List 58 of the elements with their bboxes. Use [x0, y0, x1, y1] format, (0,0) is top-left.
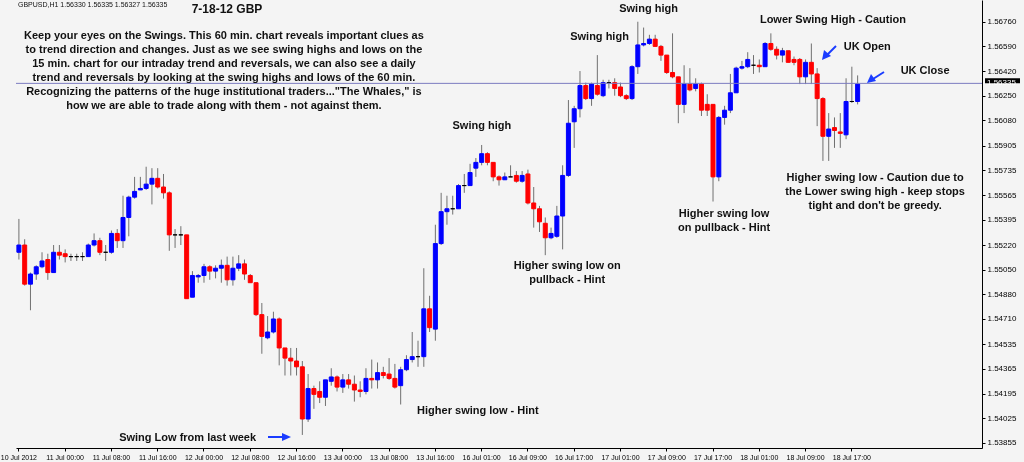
candlestick — [363, 367, 369, 395]
y-tick-label: 1.56590 — [987, 41, 1017, 51]
y-tick-label: 1.54710 — [987, 314, 1017, 324]
y-tick-label: 1.55050 — [987, 265, 1017, 275]
candlestick — [508, 164, 514, 178]
candlestick — [467, 163, 473, 187]
y-tick-label: 1.54025 — [987, 413, 1017, 423]
y-tick-label: 1.55395 — [987, 215, 1017, 225]
candlestick — [855, 74, 861, 105]
candlestick — [224, 256, 230, 287]
y-tick-label: 1.55735 — [987, 165, 1017, 175]
candlestick — [340, 373, 346, 394]
y-tick-label: 1.55220 — [987, 240, 1017, 250]
candlestick — [16, 218, 22, 261]
candlestick — [108, 230, 114, 255]
candlestick — [114, 228, 120, 249]
y-tick-label: 1.54365 — [987, 364, 1017, 374]
y-tick-label: 1.55905 — [987, 141, 1017, 151]
candlestick — [837, 112, 843, 149]
y-tick-label: 1.55565 — [987, 190, 1017, 200]
y-tick-label: 1.56080 — [987, 115, 1017, 125]
annotation: Swing Low from last week — [119, 431, 257, 443]
y-tick-label: 1.56250 — [987, 91, 1017, 101]
candlestick — [456, 183, 462, 210]
y-tick-label: 1.54880 — [987, 289, 1017, 299]
y-tick-label: 1.54535 — [987, 339, 1017, 349]
y-tick-label: 1.56420 — [987, 66, 1017, 76]
candlestick — [803, 58, 809, 85]
annotation: Swing high — [570, 30, 630, 42]
y-tick-label: 1.54195 — [987, 389, 1017, 399]
candlestick — [178, 225, 184, 246]
annotation: UK Close — [900, 64, 950, 76]
y-tick-label: 1.56760 — [987, 17, 1017, 27]
annotation: Higher swing low - Caution due to the Lower swing high - keep stops tight and don't be greedy. — [785, 171, 965, 211]
annotation: UK Open — [843, 40, 892, 52]
annotation: Swing high — [619, 2, 679, 14]
candlestick — [542, 216, 548, 256]
annotation: Swing high — [452, 119, 512, 131]
annotation: Keep your eyes on the Swings. This 60 min. chart reveals important clues as to trend direction and changes. Just as we see swing highs and lows on the 15 min. chart for our intraday trend and reversals, we can also see a daily trend and reversals by looking at the swing highs and lows of the 60 min. Recognizing the patterns of the huge institutional traders..."The Whales," is how we are able to trade along with them - not against them. — [24, 29, 424, 111]
candlestick — [427, 295, 433, 333]
candlestick — [375, 361, 381, 390]
candlestick — [369, 359, 375, 390]
candlestick — [681, 64, 687, 114]
candlestick — [762, 41, 768, 68]
annotation: Higher swing low - Hint — [417, 404, 540, 416]
y-tick-label: 1.53855 — [987, 438, 1017, 448]
candlestick — [826, 112, 832, 162]
chart-title: 7-18-12 GBP — [191, 2, 263, 16]
annotation: Higher swing low on pullback - Hint — [513, 259, 621, 285]
candlestick — [51, 244, 57, 274]
candlestick — [172, 228, 178, 249]
ref-line-label: 1.56335 — [987, 78, 1017, 88]
annotation: Higher swing low on pullback - Hint — [677, 207, 771, 233]
candlestick — [241, 259, 247, 281]
annotation: Lower Swing High - Caution — [759, 13, 907, 25]
candlestick — [45, 253, 51, 281]
candlestick — [832, 116, 837, 149]
candlestick — [594, 54, 600, 97]
